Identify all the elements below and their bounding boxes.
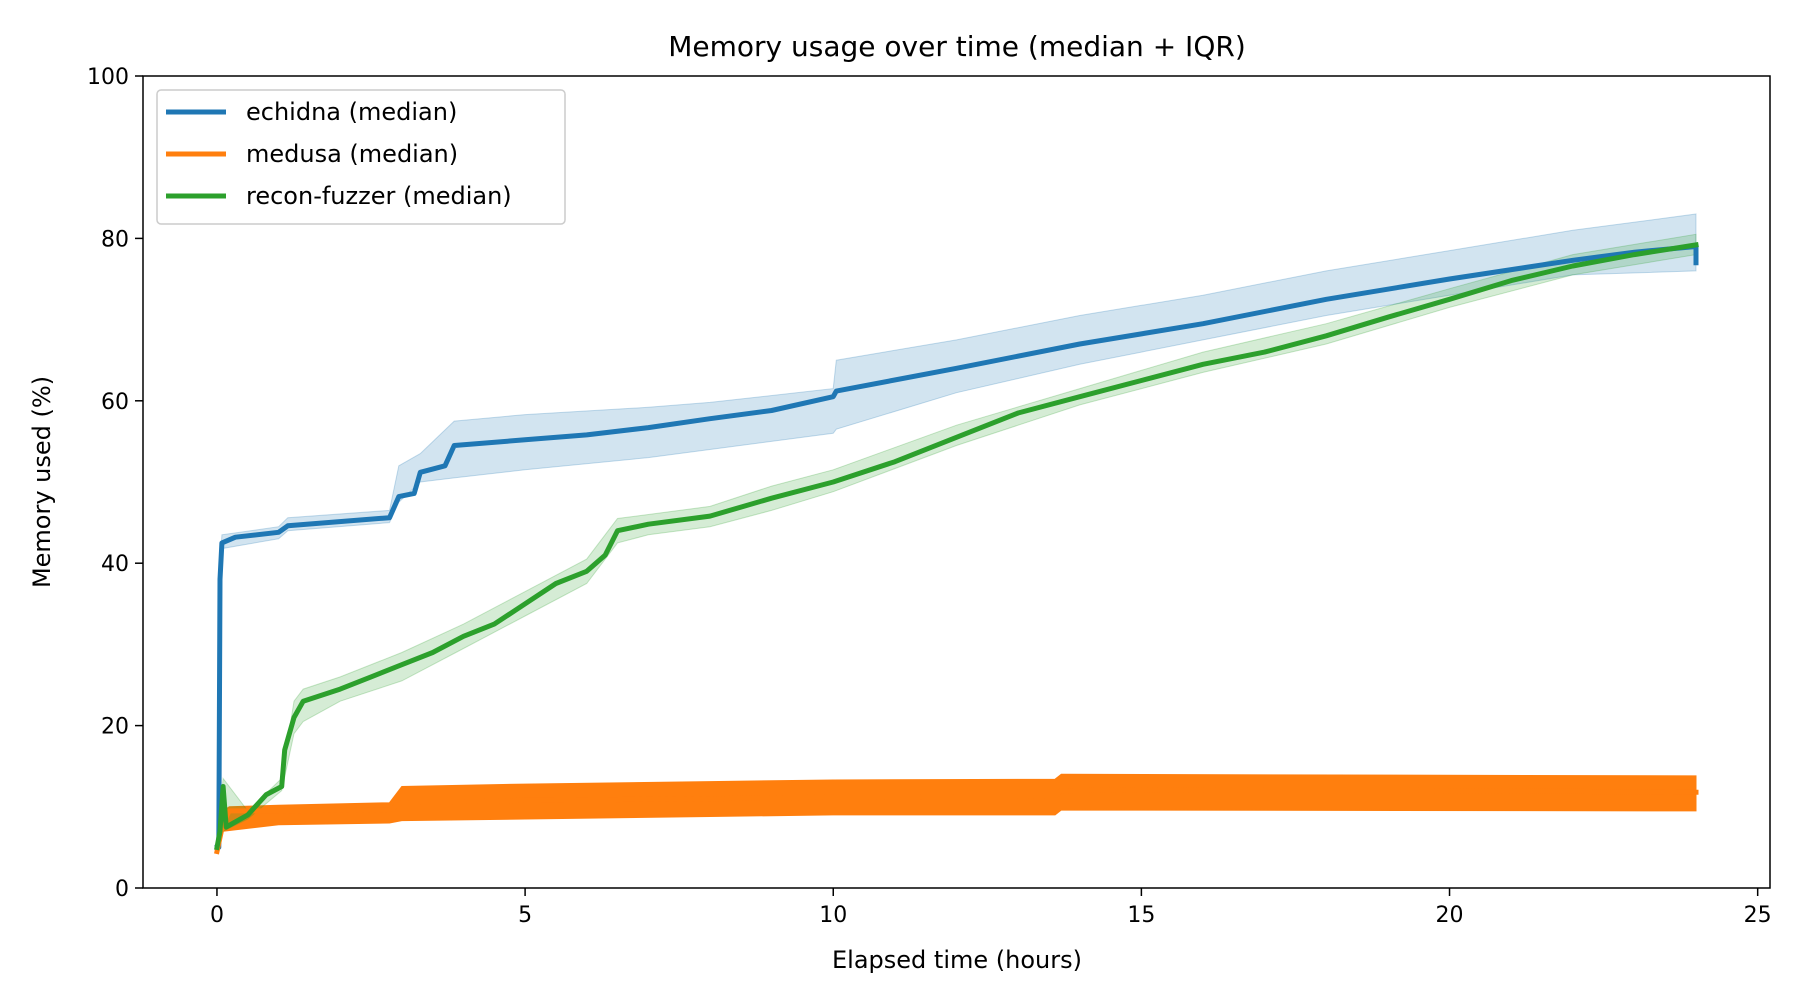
series-line-echidna-median [214, 244, 1699, 850]
x-axis-ticks: 0 5 10 15 20 25 [210, 888, 1772, 928]
legend-box [156, 89, 566, 225]
legend-label-recon-fuzzer-median: recon-fuzzer (median) [246, 182, 512, 210]
iqr-band-recon-fuzzer-median [216, 233, 1697, 852]
x-axis-label: Elapsed time (hours) [832, 946, 1082, 974]
iqr-band-echidna-median [216, 213, 1697, 852]
x-tick-label: 10 [819, 903, 847, 928]
legend-label-echidna-median: echidna (median) [246, 98, 457, 126]
x-tick-label: 0 [210, 903, 224, 928]
iqr-band-medusa-median [216, 773, 1697, 852]
legend-label-medusa-median: medusa (median) [246, 140, 458, 168]
x-tick-label: 5 [518, 903, 532, 928]
y-tick-label: 80 [101, 227, 129, 252]
y-axis-ticks: 0 20 40 60 80 100 [87, 65, 143, 902]
y-tick-label: 20 [101, 715, 129, 740]
series-line-medusa-median [214, 787, 1699, 855]
x-tick-label: 25 [1744, 903, 1772, 928]
y-tick-label: 40 [101, 552, 129, 577]
chart-title: Memory usage over time (median + IQR) [668, 30, 1246, 63]
legend-items: echidna (median) medusa (median) recon-fuz… [166, 98, 512, 210]
plot-frame [142, 75, 1771, 889]
x-tick-label: 20 [1436, 903, 1464, 928]
y-axis-label: Memory used (%) [28, 376, 56, 588]
x-tick-label: 15 [1127, 903, 1155, 928]
y-tick-label: 100 [87, 65, 129, 90]
median-lines [214, 242, 1699, 855]
y-tick-label: 60 [101, 390, 129, 415]
iqr-bands [216, 213, 1697, 852]
series-line-recon-fuzzer-median [214, 242, 1699, 851]
y-tick-label: 0 [115, 877, 129, 902]
legend: echidna (median) medusa (median) recon-fuz… [156, 89, 566, 225]
